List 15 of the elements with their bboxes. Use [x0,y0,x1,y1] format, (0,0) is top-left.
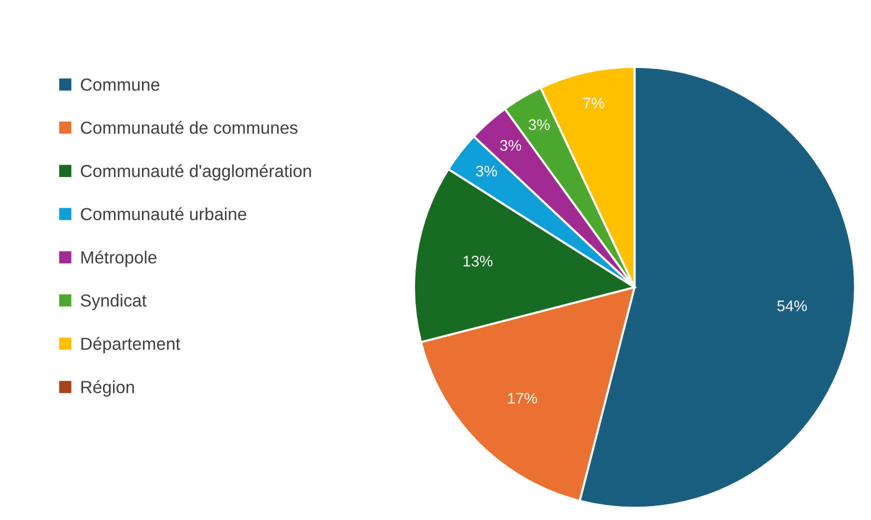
legend-label: Commune [80,78,160,91]
legend-label: Syndicat [80,294,146,310]
data-label: 17% [508,392,538,404]
data-label: 7% [583,98,604,108]
legend-label: Communauté urbaine [80,207,246,220]
data-label: 3% [500,140,522,151]
legend-label: Région [81,380,134,397]
data-label: 13% [464,256,492,267]
data-label: 54% [777,300,807,312]
legend-label: Communauté d'agglomération [80,164,311,181]
data-label: 3% [528,119,550,130]
legend-label: Communauté de communes [80,120,298,134]
data-label: 3% [476,166,497,177]
legend-label: Département [81,336,180,354]
legend-label: Métropole [81,250,156,267]
